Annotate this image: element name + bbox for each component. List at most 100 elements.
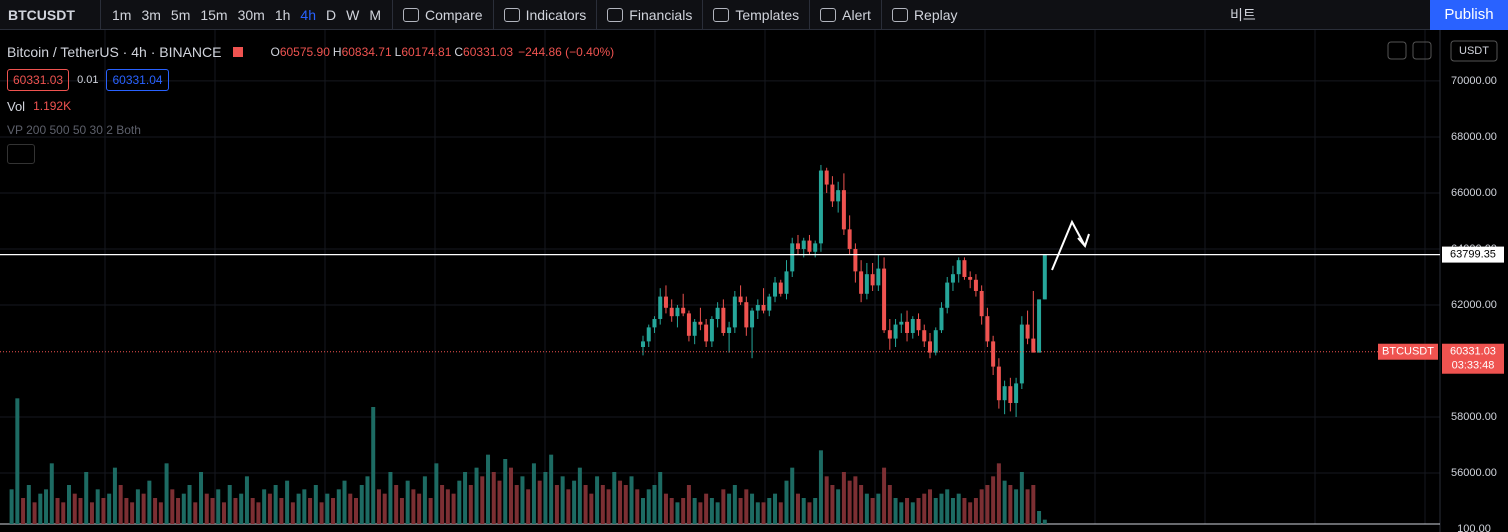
intervals: 1m 3m 5m 15m 30m 1h 4h D W M <box>101 7 392 23</box>
volume-bar <box>836 489 841 524</box>
volume-bar <box>107 493 112 524</box>
volume-bar <box>658 472 663 524</box>
buttons: Compare Indicators Financials Templates Aler… <box>392 0 968 30</box>
toolbar-button[interactable]: Compare <box>392 0 493 30</box>
y-tick-label: 62000.00 <box>1451 299 1497 311</box>
candle-body <box>1019 324 1024 384</box>
volume-bar <box>411 489 416 524</box>
interval[interactable]: M <box>369 6 381 23</box>
interval[interactable]: 3m <box>141 6 161 23</box>
volume-bar <box>681 498 686 524</box>
volume-bar <box>755 502 760 524</box>
bid[interactable]: 60331.03 <box>7 69 70 91</box>
interval[interactable]: W <box>346 6 360 23</box>
publish-button[interactable]: Publish <box>1430 0 1508 30</box>
volume-bar <box>216 489 221 524</box>
volume-bar <box>933 498 938 524</box>
volume-bar <box>279 498 284 524</box>
change: −244.86 (−0.40%) <box>518 45 615 59</box>
symbol-label: BTCUSDT <box>1382 346 1434 358</box>
volume-bar <box>750 493 755 524</box>
icon <box>503 7 520 22</box>
volume-bar <box>84 472 89 524</box>
volume-bar <box>583 485 588 524</box>
icon <box>607 7 624 22</box>
volume-bar <box>864 493 869 524</box>
toolbar-button[interactable]: Indicators <box>492 0 597 30</box>
candle-body <box>652 318 657 328</box>
interval[interactable]: 1m <box>112 6 132 23</box>
volume-bar <box>893 498 898 524</box>
ask[interactable]: 60331.04 <box>106 69 169 91</box>
volume-bar <box>887 485 892 524</box>
candle-body <box>876 268 881 286</box>
volume-bar <box>181 493 186 524</box>
ohlc-key: L <box>394 45 402 59</box>
interval[interactable]: 5m <box>170 6 191 23</box>
volume-bar <box>72 493 77 524</box>
scroll-button[interactable] <box>1387 41 1407 60</box>
interval[interactable]: 15m <box>200 6 228 23</box>
volume-bar <box>572 480 577 524</box>
volume-bar <box>853 476 858 524</box>
toolbar-button[interactable]: Templates <box>702 0 809 30</box>
currency-box[interactable] <box>1450 40 1498 62</box>
volume-bar <box>732 485 737 524</box>
layout-name[interactable]: 비트 <box>1230 7 1256 23</box>
volume-bar <box>434 463 439 524</box>
volume-bar <box>514 485 519 524</box>
volume-bar <box>325 493 330 524</box>
ohlc-key: O <box>270 45 280 59</box>
interval[interactable]: 1h <box>274 6 291 23</box>
volume-bar <box>870 498 875 524</box>
volume-bar <box>520 476 525 524</box>
volume-bar <box>331 498 336 524</box>
interval[interactable]: 4h <box>300 6 316 23</box>
button-label: Financials <box>629 6 693 23</box>
volume-bar <box>996 463 1001 524</box>
toolbar-button[interactable]: Replay <box>880 0 968 30</box>
candle-body <box>887 330 892 339</box>
candle-body <box>744 302 749 328</box>
volume-bar <box>566 489 571 524</box>
candle-body <box>1002 386 1007 401</box>
symbol[interactable]: BTCUSDT <box>0 0 101 30</box>
candle-body <box>847 229 852 249</box>
interval[interactable]: D <box>325 6 337 23</box>
volume-bar <box>589 493 594 524</box>
reset-button[interactable] <box>1412 41 1432 60</box>
ohlc-value: 60834.71 <box>341 45 392 59</box>
volume-bar <box>371 407 376 524</box>
volume-bar <box>950 498 955 524</box>
candle-body <box>985 316 990 342</box>
candle-body <box>933 330 938 353</box>
interval[interactable]: 30m <box>237 6 265 23</box>
symbol-label-box <box>1378 343 1438 360</box>
volume-bar <box>606 489 611 524</box>
volume-bar <box>124 498 129 524</box>
candle-body <box>824 170 829 185</box>
volume-bar <box>451 493 456 524</box>
volume-bar <box>899 502 904 524</box>
candle-body <box>686 313 691 336</box>
candle-body <box>830 184 835 202</box>
volume-bar <box>916 498 921 524</box>
candle-body <box>801 240 806 249</box>
volume-bar <box>359 485 364 524</box>
volume-bar <box>480 476 485 524</box>
collapse-button[interactable] <box>7 144 35 164</box>
toolbar-button[interactable]: Alert <box>809 0 881 30</box>
candle-body <box>996 366 1001 401</box>
drawing-arrow[interactable] <box>1051 219 1086 271</box>
volume-bar <box>973 498 978 524</box>
candle-body <box>916 318 921 331</box>
volume-bar <box>147 480 152 524</box>
volume-bar <box>824 476 829 524</box>
volume-bar <box>738 498 743 524</box>
candle-body <box>1037 299 1042 353</box>
volume-bar <box>21 498 26 524</box>
ohlc-key: H <box>332 45 342 59</box>
toolbar-button[interactable]: Financials <box>596 0 702 30</box>
icon <box>891 7 908 22</box>
